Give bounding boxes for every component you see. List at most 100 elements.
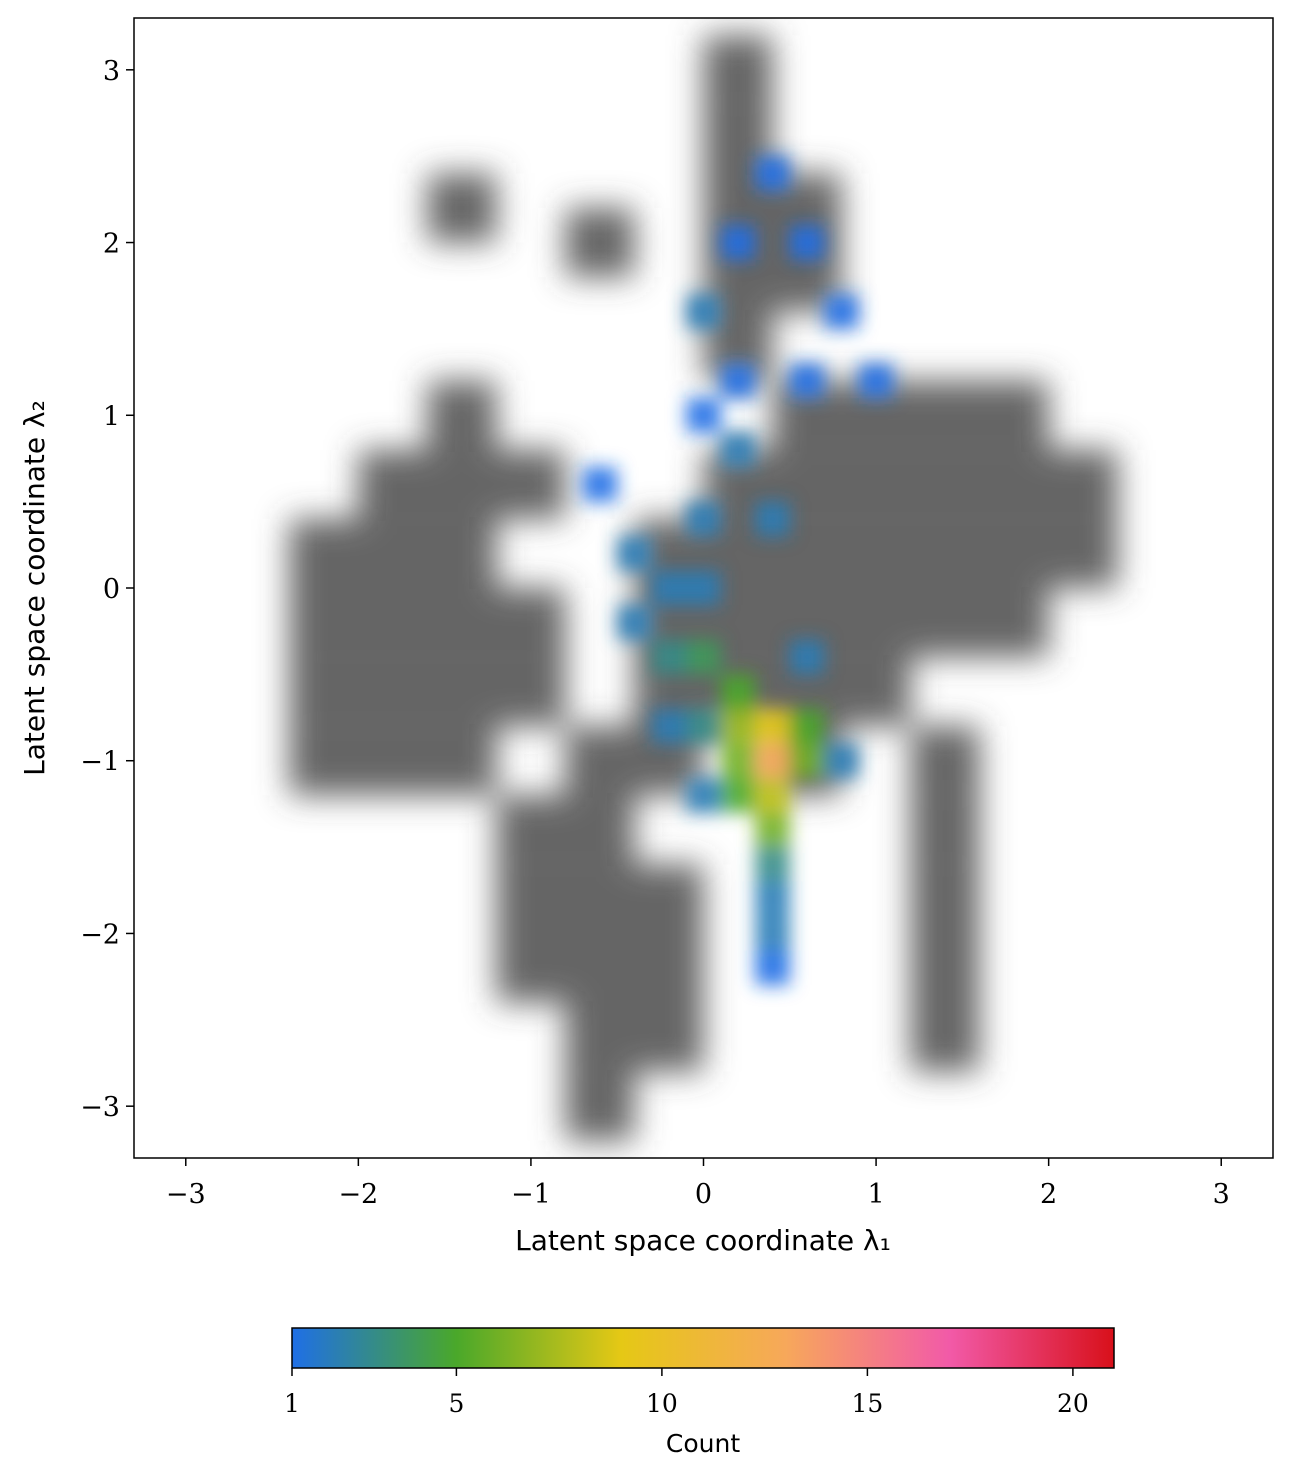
y-axis-label: Latent space coordinate λ₂ [18,400,51,776]
background-cell [634,864,704,934]
background-cell [565,1002,635,1072]
count-cell [720,363,756,398]
background-cell [634,933,704,1003]
background-cell [427,588,497,658]
y-tick-label: 1 [103,401,120,432]
count-cell [789,743,825,778]
x-tick-label: 2 [1040,1179,1057,1210]
background-cell [703,35,773,105]
count-cell [789,639,825,675]
colorbar-tick-label: 15 [851,1389,883,1418]
background-cell [496,449,566,519]
background-cell [427,380,497,450]
background-cell [565,208,635,278]
count-cell [858,363,894,398]
y-tick-label: 0 [103,574,120,605]
count-cell [720,743,756,778]
background-cell [565,933,635,1003]
count-cell [789,363,825,398]
y-tick-label: −1 [80,747,120,778]
y-tick-label: 3 [103,56,120,87]
count-cell [755,812,790,848]
count-cell [755,847,790,882]
count-cell [755,501,790,537]
y-tick-label: −3 [80,1092,120,1123]
x-tick-label: −2 [338,1179,378,1210]
count-cell [651,708,687,744]
background-cell [841,449,911,519]
count-cell [686,398,721,433]
background-cell [910,726,980,796]
count-cell [720,778,756,813]
count-cell [755,916,790,951]
x-tick-label: −1 [511,1179,551,1210]
background-cell [910,449,980,519]
count-cell [686,778,721,813]
background-cell [910,1002,980,1072]
background-cell [910,380,980,450]
background-cell [358,449,428,519]
colorbar [291,1327,1115,1369]
count-cell [755,950,790,986]
x-tick-label: −3 [166,1179,206,1210]
background-cell [358,726,428,796]
count-cell [720,674,756,709]
x-axis-label: Latent space coordinate λ₁ [515,1224,891,1257]
background-cell [910,518,980,588]
count-cell [755,881,790,917]
background-cell [358,518,428,588]
colorbar-label: Count [666,1429,740,1458]
background-cell [496,933,566,1003]
background-cell [841,588,911,658]
background-cell [979,380,1049,450]
count-cell [651,639,687,675]
colorbar-tick-label: 1 [284,1389,300,1418]
background-cell [289,726,359,796]
background-cell [427,726,497,796]
background-cell [910,588,980,658]
count-cell [617,605,652,640]
background-cell [979,449,1049,519]
x-tick-label: 3 [1213,1179,1230,1210]
count-cell [755,156,790,191]
background-cell [289,657,359,727]
x-tick-label: 1 [867,1179,884,1210]
count-cell [789,708,825,744]
count-cell [651,570,687,606]
count-cell [824,743,859,778]
background-cell [910,864,980,934]
background-cell [1048,449,1118,519]
count-cell [755,743,790,778]
colorbar-tick-label: 10 [646,1389,678,1418]
background-cell [427,518,497,588]
background-cell [427,657,497,727]
count-cell [686,708,721,744]
background-cell [496,864,566,934]
count-cell [686,294,721,329]
count-cell [617,536,652,571]
count-cell [755,708,790,744]
count-cell [824,294,859,329]
count-cell [789,225,825,260]
background-cell [496,588,566,658]
count-density [582,156,894,986]
background-cell [427,449,497,519]
background-cell [910,795,980,865]
background-cell [979,518,1049,588]
background-cell [427,173,497,243]
y-tick-label: 2 [103,229,120,260]
count-cell [686,501,721,537]
count-cell [686,639,721,675]
background-cell [289,588,359,658]
background-cell [565,795,635,865]
background-cell [496,795,566,865]
x-tick-label: 0 [695,1179,712,1210]
count-cell [686,570,721,606]
background-cell [565,1071,635,1141]
background-cell [565,726,635,796]
background-cell [496,657,566,727]
plot-area [289,35,1118,1141]
y-tick-label: −2 [80,919,120,950]
background-cell [1048,518,1118,588]
